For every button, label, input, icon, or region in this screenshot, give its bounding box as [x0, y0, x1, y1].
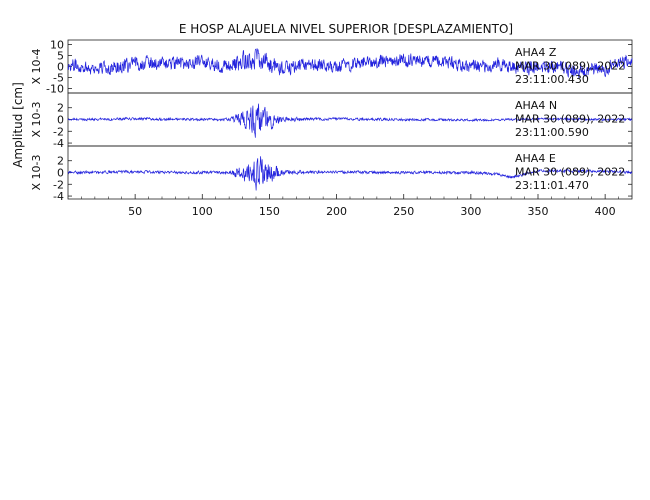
y-tick-label: -10 [46, 83, 64, 96]
x-tick-label: 100 [192, 205, 213, 218]
time-label: 23:11:00.590 [515, 126, 589, 139]
time-label: 23:11:01.470 [515, 179, 589, 192]
x-tick-label: 250 [393, 205, 414, 218]
x-tick-label: 350 [528, 205, 549, 218]
y-tick-label: -4 [53, 190, 64, 203]
x-tick-label: 300 [460, 205, 481, 218]
time-label: 23:11:00.430 [515, 73, 589, 86]
chart-title: E HOSP ALAJUELA NIVEL SUPERIOR [DESPLAZA… [179, 22, 513, 36]
station-channel-label: AHA4 Z [515, 46, 557, 59]
trace-line-z [67, 48, 633, 78]
y-tick-label: 0 [57, 61, 64, 74]
y-tick-label: -2 [53, 125, 64, 138]
y-tick-label: 10 [50, 38, 64, 51]
date-label: MAR 30 (089), 2022 [515, 113, 625, 126]
x-axis: 50 100 150 200 250 300 350 400 [81, 194, 619, 218]
y-tick-label: 2 [57, 155, 64, 168]
x-tick-label: 400 [595, 205, 616, 218]
x-tick-label: 200 [326, 205, 347, 218]
station-channel-label: AHA4 E [515, 152, 556, 165]
trace-line-e [67, 156, 633, 191]
y-tick-label: 2 [57, 102, 64, 115]
x-tick-label: 50 [128, 205, 142, 218]
y-tick-label: 5 [57, 49, 64, 62]
scale-label: X 10-3 [30, 102, 43, 138]
y-tick-label: -4 [53, 137, 64, 150]
y-tick-label: 0 [57, 114, 64, 127]
date-label: MAR 30 (089), 2022 [515, 60, 625, 73]
y-tick-label: -5 [53, 72, 64, 85]
scale-label: X 10-3 [30, 155, 43, 191]
y-tick-label: -2 [53, 178, 64, 191]
date-label: MAR 30 (089), 2022 [515, 166, 625, 179]
station-channel-label: AHA4 N [515, 99, 557, 112]
x-tick-label: 150 [259, 205, 280, 218]
trace-line-n [67, 103, 633, 138]
scale-label: X 10-4 [30, 49, 43, 85]
y-axis-label: Amplitud [cm] [11, 82, 25, 168]
y-tick-label: 0 [57, 167, 64, 180]
